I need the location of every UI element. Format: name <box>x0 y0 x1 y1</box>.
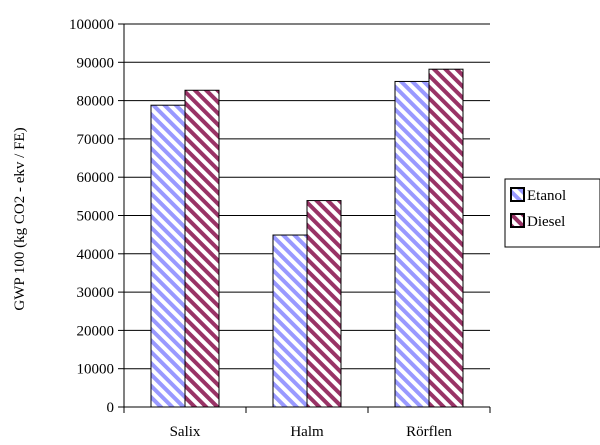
y-tick-label: 70000 <box>77 132 115 148</box>
y-tick-labels: 0 10000 20000 30000 40000 50000 60000 70000 8000… <box>69 17 114 416</box>
x-tick-label: Salix <box>170 424 201 440</box>
y-tick-label: 50000 <box>77 209 115 225</box>
y-tick-label: 60000 <box>77 170 115 186</box>
y-tick-label: 20000 <box>77 323 115 339</box>
bar-diesel-0 <box>185 90 219 407</box>
y-axis-title: GWP 100 (kg CO2 - ekv / FE) <box>12 127 28 310</box>
bar-etanol-0 <box>151 105 185 407</box>
y-tick-label: 0 <box>107 400 115 416</box>
y-tick-label: 80000 <box>77 94 115 110</box>
bar-diesel-2 <box>429 69 463 407</box>
legend-label-etanol: Etanol <box>527 188 566 204</box>
x-tick-label: Rörflen <box>406 424 452 440</box>
y-tick-label: 100000 <box>69 17 114 33</box>
y-tick-label: 90000 <box>77 55 115 71</box>
legend: Etanol Diesel <box>505 179 600 247</box>
bar-etanol-2 <box>395 81 429 407</box>
legend-label-diesel: Diesel <box>527 214 565 230</box>
bar-etanol-1 <box>273 235 307 407</box>
y-tick-label: 10000 <box>77 362 115 378</box>
y-tick-label: 40000 <box>77 247 115 263</box>
legend-swatch-diesel <box>511 214 524 227</box>
y-tick-label: 30000 <box>77 285 115 301</box>
x-tick-label: Halm <box>290 424 324 440</box>
bars <box>151 69 463 407</box>
x-tick-labels: Salix Halm Rörflen <box>170 424 453 440</box>
bar-diesel-1 <box>307 201 341 407</box>
legend-swatch-etanol <box>511 188 524 201</box>
